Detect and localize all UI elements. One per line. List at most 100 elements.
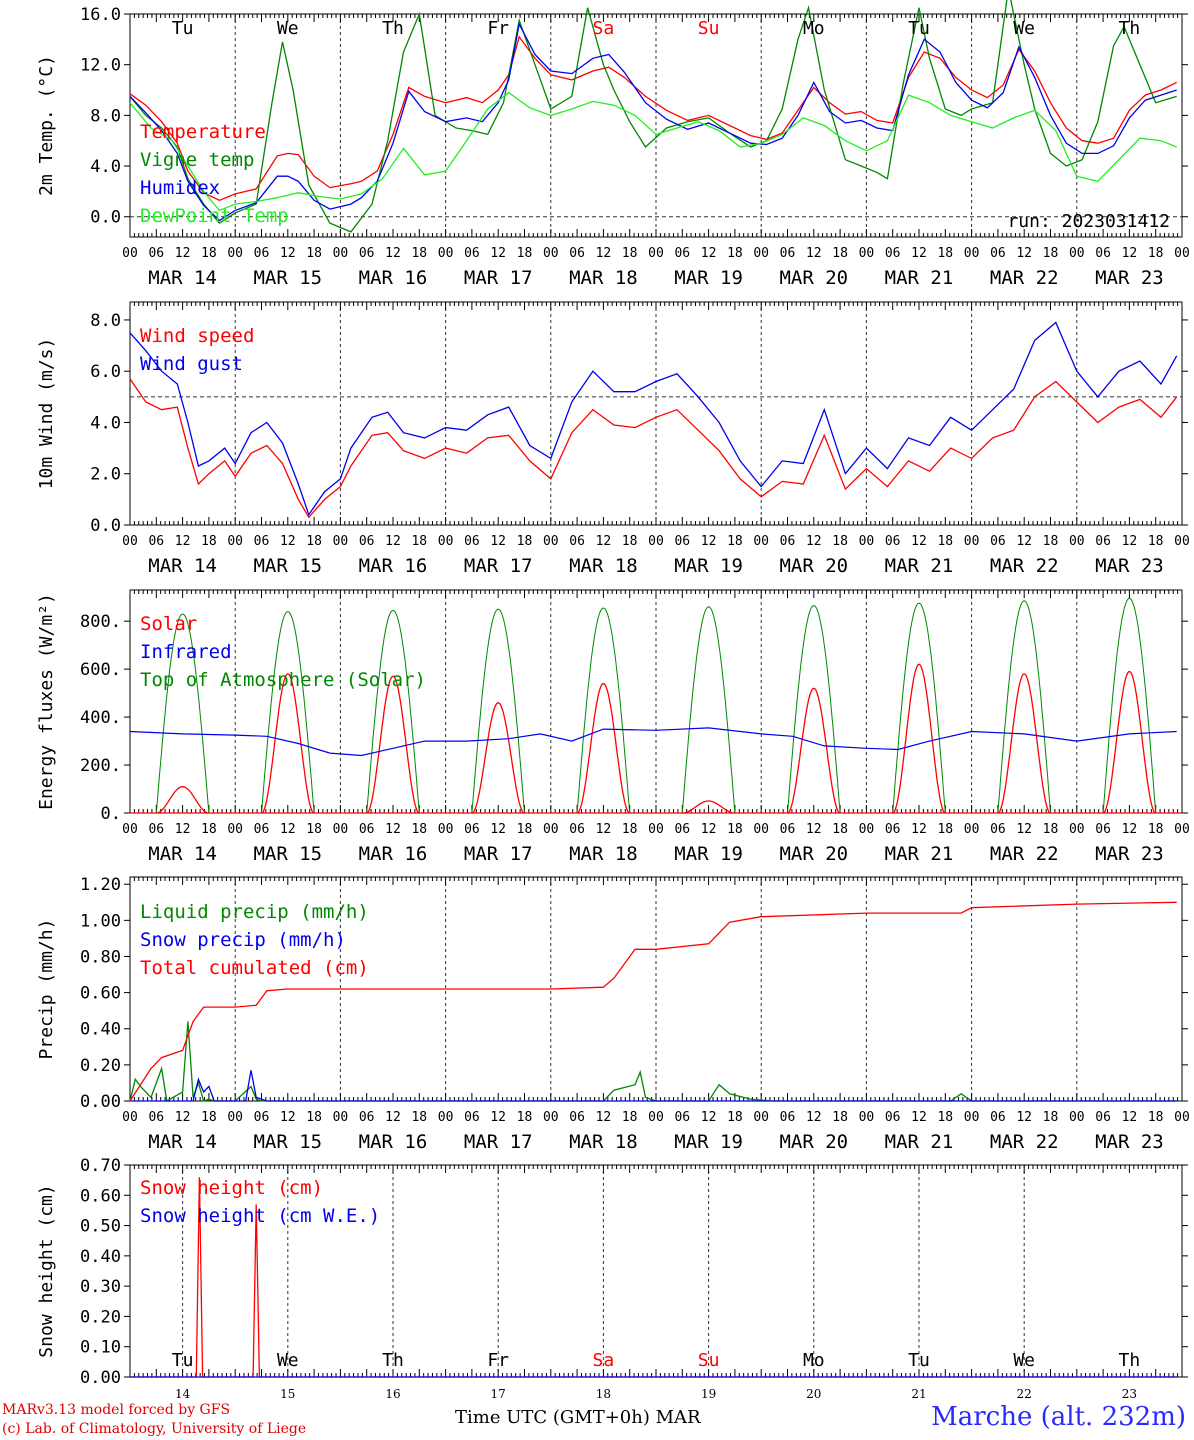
x-hour-label: 00 <box>122 1110 138 1125</box>
day-number-label: 17 <box>491 1387 506 1401</box>
x-hour-label: 00 <box>964 822 980 837</box>
x-day-label: MAR 17 <box>464 843 533 865</box>
y-tick-label: 6.0 <box>90 362 121 382</box>
x-hour-label: 12 <box>596 534 612 549</box>
x-day-label: MAR 14 <box>148 843 217 865</box>
x-hour-label: 18 <box>1148 534 1164 549</box>
x-day-label: MAR 15 <box>253 267 322 289</box>
x-hour-label: 06 <box>569 534 585 549</box>
x-hour-label: 00 <box>543 534 559 549</box>
x-hour-label: 00 <box>753 246 769 261</box>
day-number-label: 23 <box>1122 1387 1137 1401</box>
y-tick-label: 12.0 <box>80 56 121 76</box>
x-hour-label: 06 <box>569 822 585 837</box>
x-hour-label: 06 <box>148 1110 164 1125</box>
x-hour-label: 18 <box>411 246 427 261</box>
x-hour-label: 18 <box>517 1110 533 1125</box>
x-hour-label: 06 <box>674 246 690 261</box>
x-hour-label: 06 <box>780 822 796 837</box>
x-hour-label: 18 <box>832 822 848 837</box>
x-hour-label: 18 <box>622 822 638 837</box>
y-tick-label: 800. <box>80 612 121 632</box>
x-hour-label: 12 <box>1122 822 1138 837</box>
weekday-label: Th <box>1119 18 1141 39</box>
solar-line <box>366 675 420 814</box>
x-day-label: MAR 18 <box>569 267 638 289</box>
x-hour-label: 06 <box>254 246 270 261</box>
run-label: run: 2023031412 <box>1007 211 1170 232</box>
x-hour-label: 06 <box>885 1110 901 1125</box>
x-hour-label: 00 <box>333 822 349 837</box>
panel-frame <box>129 589 1183 814</box>
weekday-label: Fr <box>487 1350 509 1371</box>
infrared-line <box>129 727 1177 757</box>
y-tick-label: 0.40 <box>80 1020 121 1040</box>
day-number-label: 15 <box>280 1387 295 1401</box>
x-hour-label: 06 <box>254 822 270 837</box>
weekday-label: Mo <box>803 1350 825 1371</box>
x-hour-label: 12 <box>490 1110 506 1125</box>
liquid-precip-mm-h-line <box>129 1021 1177 1103</box>
y-tick-label: 0.40 <box>80 1247 121 1267</box>
x-hour-label: 18 <box>1043 822 1059 837</box>
x-day-label: MAR 23 <box>1095 1131 1164 1153</box>
x-day-label: MAR 16 <box>359 1131 428 1153</box>
x-hour-label: 18 <box>937 534 953 549</box>
x-hour-label: 06 <box>990 534 1006 549</box>
y-tick-label: 1.00 <box>80 911 121 931</box>
x-hour-label: 12 <box>1122 1110 1138 1125</box>
x-day-label: MAR 22 <box>990 1131 1059 1153</box>
x-hour-label: 18 <box>832 246 848 261</box>
x-day-label: MAR 21 <box>885 1131 954 1153</box>
x-hour-label: 00 <box>859 1110 875 1125</box>
solar-line <box>997 673 1051 814</box>
x-hour-label: 18 <box>1043 534 1059 549</box>
x-hour-label: 12 <box>806 822 822 837</box>
x-hour-label: 06 <box>464 534 480 549</box>
x-hour-label: 00 <box>333 1110 349 1125</box>
legend-entry: Wind gust <box>140 353 243 375</box>
x-hour-label: 00 <box>543 822 559 837</box>
panel-3: 0. 200. 400. 600. 800. Energy fluxes (W/m²) 00… <box>36 589 1190 865</box>
weekday-label: Th <box>1119 1350 1141 1371</box>
y-axis-label: Energy fluxes (W/m²) <box>36 593 57 810</box>
x-hour-label: 00 <box>227 246 243 261</box>
x-hour-label: 12 <box>701 822 717 837</box>
x-hour-label: 12 <box>1016 246 1032 261</box>
x-hour-label: 06 <box>464 246 480 261</box>
solar-line <box>576 682 630 814</box>
day-number-label: 16 <box>385 1387 400 1401</box>
x-hour-label: 12 <box>175 534 191 549</box>
x-day-label: MAR 23 <box>1095 843 1164 865</box>
x-hour-label: 18 <box>727 822 743 837</box>
day-number-label: 18 <box>596 1387 611 1401</box>
x-hour-label: 18 <box>727 534 743 549</box>
x-hour-label: 12 <box>385 534 401 549</box>
x-hour-label: 06 <box>464 822 480 837</box>
x-hour-label: 18 <box>411 1110 427 1125</box>
x-hour-label: 12 <box>596 822 612 837</box>
weekday-label: Th <box>382 1350 404 1371</box>
x-hour-label: 18 <box>727 246 743 261</box>
x-hour-label: 00 <box>438 1110 454 1125</box>
x-hour-label: 12 <box>280 534 296 549</box>
y-tick-label: 0.20 <box>80 1307 121 1327</box>
day-number-label: 19 <box>701 1387 716 1401</box>
x-hour-label: 06 <box>569 1110 585 1125</box>
x-day-label: MAR 15 <box>253 1131 322 1153</box>
x-hour-label: 06 <box>780 534 796 549</box>
weekday-label: Tu <box>908 18 930 39</box>
wind-speedline <box>129 378 1178 519</box>
solar-line <box>1102 670 1156 814</box>
x-hour-label: 12 <box>911 822 927 837</box>
weekday-label: Sa <box>593 18 615 39</box>
weekday-label: We <box>1013 18 1035 39</box>
x-hour-label: 18 <box>937 822 953 837</box>
x-hour-label: 12 <box>701 534 717 549</box>
x-hour-label: 00 <box>753 822 769 837</box>
y-axis-label: Snow height (cm) <box>36 1184 57 1357</box>
toa-solar-line <box>130 613 210 814</box>
y-tick-label: 0.00 <box>80 1092 121 1112</box>
x-hour-label: 06 <box>254 534 270 549</box>
x-day-label: MAR 20 <box>779 555 848 577</box>
